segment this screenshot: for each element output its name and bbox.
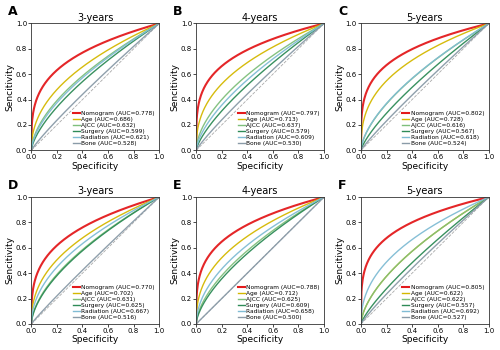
Text: B: B [173, 5, 182, 19]
X-axis label: Specificity: Specificity [72, 162, 119, 171]
Text: C: C [338, 5, 347, 19]
Y-axis label: Sencitivity: Sencitivity [335, 63, 344, 111]
Y-axis label: Sencitivity: Sencitivity [6, 237, 15, 285]
Legend: Nomogram (AUC=0.770), Age (AUC=0.702), AJCC (AUC=0.631), Surgery (AUC=0.625), Ra: Nomogram (AUC=0.770), Age (AUC=0.702), A… [72, 284, 156, 321]
Title: 4-years: 4-years [242, 186, 279, 196]
X-axis label: Specificity: Specificity [236, 335, 284, 344]
Legend: Nomogram (AUC=0.802), Age (AUC=0.728), AJCC (AUC=0.616), Surgery (AUC=0.567), Ra: Nomogram (AUC=0.802), Age (AUC=0.728), A… [401, 110, 486, 147]
Title: 3-years: 3-years [77, 13, 114, 23]
Text: A: A [8, 5, 18, 19]
Y-axis label: Sencitivity: Sencitivity [170, 237, 179, 285]
X-axis label: Specificity: Specificity [402, 162, 448, 171]
X-axis label: Specificity: Specificity [402, 335, 448, 344]
Legend: Nomogram (AUC=0.797), Age (AUC=0.713), AJCC (AUC=0.637), Surgery (AUC=0.579), Ra: Nomogram (AUC=0.797), Age (AUC=0.713), A… [236, 110, 321, 147]
Text: F: F [338, 179, 346, 192]
Text: D: D [8, 179, 18, 192]
X-axis label: Specificity: Specificity [72, 335, 119, 344]
Legend: Nomogram (AUC=0.805), Age (AUC=0.622), AJCC (AUC=0.622), Surgery (AUC=0.557), Ra: Nomogram (AUC=0.805), Age (AUC=0.622), A… [401, 284, 486, 321]
Title: 3-years: 3-years [77, 186, 114, 196]
Legend: Nomogram (AUC=0.778), Age (AUC=0.686), AJCC (AUC=0.632), Surgery (AUC=0.599), Ra: Nomogram (AUC=0.778), Age (AUC=0.686), A… [72, 110, 156, 147]
Title: 5-years: 5-years [406, 186, 443, 196]
Title: 5-years: 5-years [406, 13, 443, 23]
Y-axis label: Sencitivity: Sencitivity [170, 63, 179, 111]
X-axis label: Specificity: Specificity [236, 162, 284, 171]
Y-axis label: Sencitivity: Sencitivity [335, 237, 344, 285]
Legend: Nomogram (AUC=0.788), Age (AUC=0.712), AJCC (AUC=0.625), Surgery (AUC=0.609), Ra: Nomogram (AUC=0.788), Age (AUC=0.712), A… [236, 284, 321, 321]
Title: 4-years: 4-years [242, 13, 279, 23]
Text: E: E [173, 179, 182, 192]
Y-axis label: Sencitivity: Sencitivity [6, 63, 15, 111]
